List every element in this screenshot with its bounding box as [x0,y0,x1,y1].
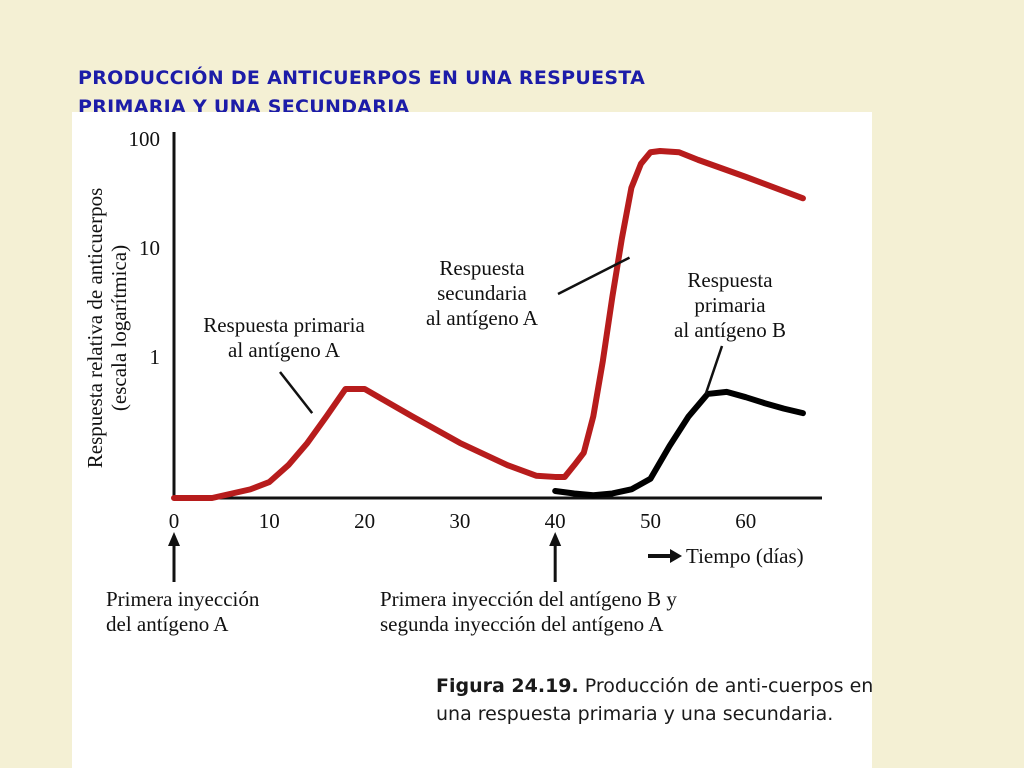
x-tick-label-40: 40 [545,509,566,533]
annotation-primary-b-line-2: primaria [694,293,766,317]
x-tick-label-50: 50 [640,509,661,533]
injection-label-2-line-1: Primera inyección del antígeno B y [380,587,677,611]
y-tick-label-10: 10 [139,236,160,260]
annotation-primary-b-pointer [704,345,724,395]
y-axis-label-line-2: (escala logarítmica) [107,245,131,411]
y-axis-label-line-1: Respuesta relativa de anticuerpos [83,188,107,468]
caption-figure-number: Figura 24.19. [436,675,579,697]
annotation-secondary-a-line-3: al antígeno A [426,306,539,330]
injection-arrow-2-head [549,532,562,546]
x-axis-label-arrow-head [670,549,682,563]
x-tick-label-0: 0 [169,509,180,533]
x-tick-label-30: 30 [449,509,470,533]
annotation-primary-a-line-1: Respuesta primaria [203,313,365,337]
annotation-secondary-a-line-2: secundaria [437,281,527,305]
figure-panel: 0 10 20 30 40 50 60 1 10 100 Respuesta relativa de… [72,112,872,768]
annotation-primary-a-pointer [279,371,314,414]
x-tick-label-60: 60 [735,509,756,533]
y-axis-label: Respuesta relativa de anticuerpos(escala… [83,188,131,468]
annotation-primary-a-line-2: al antígeno A [228,338,341,362]
figure-caption-text: Figura 24.19. Producción de anti-cuerpos… [436,672,876,728]
series-line-antigen-a [171,147,806,501]
injection-arrow-1-head [168,532,180,546]
series-line-antigen-b [552,388,806,499]
injection-label-2-line-2: segunda inyección del antígeno A [380,612,664,636]
annotation-primary-b-line-1: Respuesta [687,268,773,292]
x-axis-label: Tiempo (días) [686,544,804,568]
slide-title-line-1: PRODUCCIÓN DE ANTICUERPOS EN UNA RESPUES… [78,67,646,89]
y-tick-label-1: 1 [150,345,161,369]
x-tick-label-20: 20 [354,509,375,533]
injection-label-1-line-1: Primera inyección [106,587,260,611]
annotation-secondary-a-pointer [557,256,631,296]
annotation-primary-b-line-3: al antígeno B [674,318,786,342]
antibody-response-chart: 0 10 20 30 40 50 60 1 10 100 Respuesta relativa de… [83,127,822,636]
annotation-secondary-a-line-1: Respuesta [439,256,525,280]
injection-label-1-line-2: del antígeno A [106,612,229,636]
x-tick-label-10: 10 [259,509,280,533]
caption-body: Producción de anti-cuerpos en una respue… [436,675,874,725]
y-tick-label-100: 100 [129,127,161,151]
